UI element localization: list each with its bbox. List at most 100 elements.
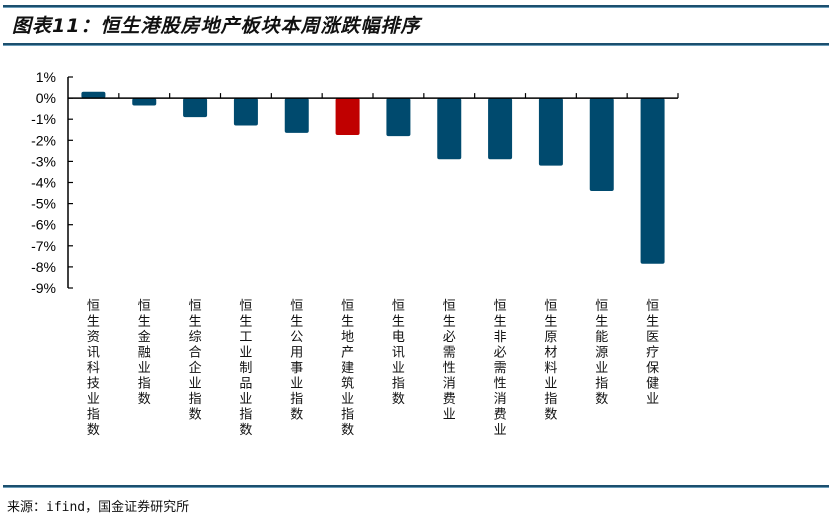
svg-text:恒: 恒 — [646, 299, 659, 314]
svg-text:生: 生 — [595, 315, 608, 330]
bar — [386, 98, 411, 137]
svg-text:业: 业 — [341, 392, 354, 407]
svg-text:企: 企 — [189, 360, 202, 376]
svg-text:指: 指 — [392, 377, 405, 392]
svg-text:业: 业 — [392, 361, 405, 376]
svg-text:融: 融 — [138, 346, 151, 361]
bar — [284, 98, 309, 133]
svg-text:业: 业 — [189, 377, 202, 392]
svg-text:技: 技 — [87, 377, 100, 392]
bar — [335, 98, 360, 136]
svg-text:生: 生 — [290, 315, 303, 330]
svg-text:用: 用 — [290, 346, 303, 361]
title-rule — [3, 43, 829, 46]
svg-text:指: 指 — [87, 408, 100, 423]
svg-text:指: 指 — [595, 377, 608, 392]
svg-text:数: 数 — [290, 408, 303, 423]
svg-text:恒: 恒 — [494, 299, 507, 314]
svg-text:合: 合 — [189, 346, 202, 361]
svg-text:地: 地 — [341, 330, 354, 345]
source-note: 来源：ifind，国金证券研究所 — [7, 500, 190, 515]
svg-text:恒: 恒 — [290, 299, 303, 314]
svg-text:恒: 恒 — [239, 299, 252, 314]
svg-text:数: 数 — [87, 423, 100, 438]
y-tick-label: 1% — [36, 69, 56, 85]
svg-text:公: 公 — [290, 330, 303, 345]
svg-text:保: 保 — [646, 361, 659, 376]
y-tick-label: 0% — [36, 90, 56, 106]
y-tick-label: -9% — [31, 280, 56, 296]
svg-text:数: 数 — [189, 408, 202, 423]
svg-text:品: 品 — [239, 377, 252, 392]
svg-text:源: 源 — [595, 346, 608, 361]
svg-text:材: 材 — [544, 346, 557, 361]
svg-text:消: 消 — [443, 377, 456, 392]
svg-text:制: 制 — [239, 361, 252, 376]
svg-text:指: 指 — [189, 392, 202, 407]
bar — [132, 98, 157, 106]
svg-text:疗: 疗 — [646, 346, 659, 361]
svg-text:恒: 恒 — [595, 299, 608, 314]
svg-text:工: 工 — [239, 330, 252, 345]
svg-text:业: 业 — [595, 361, 608, 376]
bar — [183, 98, 208, 118]
svg-text:业: 业 — [290, 377, 303, 392]
y-tick-label: -2% — [31, 132, 56, 148]
svg-text:性: 性 — [443, 361, 456, 376]
svg-text:业: 业 — [138, 361, 151, 376]
svg-text:需: 需 — [443, 346, 456, 361]
svg-text:金: 金 — [138, 329, 151, 345]
svg-text:非: 非 — [494, 330, 507, 345]
svg-text:业: 业 — [239, 346, 252, 361]
svg-text:恒: 恒 — [138, 299, 151, 314]
svg-text:生: 生 — [189, 315, 202, 330]
svg-text:讯: 讯 — [392, 346, 405, 361]
svg-text:性: 性 — [494, 377, 507, 392]
svg-text:数: 数 — [544, 408, 557, 423]
svg-text:生: 生 — [87, 315, 100, 330]
bar — [81, 91, 106, 99]
svg-text:建: 建 — [341, 361, 354, 376]
svg-text:数: 数 — [392, 392, 405, 407]
svg-text:恒: 恒 — [87, 299, 100, 314]
svg-text:指: 指 — [290, 392, 303, 407]
bar — [538, 98, 563, 166]
svg-text:讯: 讯 — [87, 346, 100, 361]
top-rule — [3, 5, 829, 8]
svg-text:业: 业 — [239, 392, 252, 407]
svg-text:生: 生 — [138, 315, 151, 330]
svg-text:业: 业 — [87, 392, 100, 407]
svg-text:生: 生 — [494, 315, 507, 330]
svg-text:业: 业 — [646, 392, 659, 407]
svg-text:医: 医 — [646, 330, 659, 345]
svg-text:料: 料 — [544, 361, 557, 376]
svg-text:数: 数 — [138, 392, 151, 407]
svg-text:产: 产 — [341, 346, 354, 361]
svg-text:指: 指 — [544, 392, 557, 407]
svg-text:必: 必 — [494, 346, 507, 361]
svg-text:需: 需 — [494, 361, 507, 376]
svg-text:事: 事 — [290, 361, 303, 376]
svg-text:业: 业 — [443, 408, 456, 423]
bar — [437, 98, 462, 160]
bar-chart: 1%0%-1%-2%-3%-4%-5%-6%-7%-8%-9%恒生资讯科技业指数… — [31, 69, 679, 438]
svg-text:生: 生 — [341, 315, 354, 330]
svg-text:资: 资 — [87, 330, 100, 345]
svg-text:生: 生 — [443, 315, 456, 330]
y-tick-label: -8% — [31, 259, 56, 275]
svg-text:指: 指 — [341, 408, 354, 423]
svg-text:费: 费 — [494, 408, 507, 423]
svg-text:费: 费 — [443, 392, 456, 407]
chart-title: 图表11：恒生港股房地产板块本周涨跌幅排序 — [12, 15, 421, 37]
svg-text:消: 消 — [494, 392, 507, 407]
svg-text:业: 业 — [494, 423, 507, 438]
